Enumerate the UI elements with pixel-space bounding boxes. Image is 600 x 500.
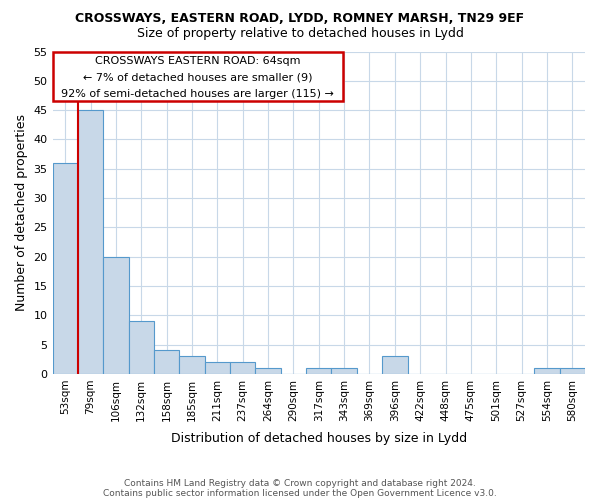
Bar	[331, 368, 357, 374]
FancyBboxPatch shape	[53, 52, 343, 102]
Text: CROSSWAYS EASTERN ROAD: 64sqm: CROSSWAYS EASTERN ROAD: 64sqm	[95, 56, 301, 66]
Bar	[205, 362, 230, 374]
Bar	[230, 362, 256, 374]
X-axis label: Distribution of detached houses by size in Lydd: Distribution of detached houses by size …	[171, 432, 467, 445]
Bar	[154, 350, 179, 374]
Text: Contains public sector information licensed under the Open Government Licence v3: Contains public sector information licen…	[103, 488, 497, 498]
Bar	[382, 356, 407, 374]
Y-axis label: Number of detached properties: Number of detached properties	[15, 114, 28, 311]
Text: 92% of semi-detached houses are larger (115) →: 92% of semi-detached houses are larger (…	[61, 88, 334, 99]
Text: ← 7% of detached houses are smaller (9): ← 7% of detached houses are smaller (9)	[83, 72, 313, 83]
Text: Contains HM Land Registry data © Crown copyright and database right 2024.: Contains HM Land Registry data © Crown c…	[124, 478, 476, 488]
Bar	[256, 368, 281, 374]
Bar	[534, 368, 560, 374]
Bar	[128, 321, 154, 374]
Bar	[53, 163, 78, 374]
Bar	[103, 256, 128, 374]
Bar	[78, 110, 103, 374]
Bar	[306, 368, 331, 374]
Text: Size of property relative to detached houses in Lydd: Size of property relative to detached ho…	[137, 28, 463, 40]
Text: CROSSWAYS, EASTERN ROAD, LYDD, ROMNEY MARSH, TN29 9EF: CROSSWAYS, EASTERN ROAD, LYDD, ROMNEY MA…	[76, 12, 524, 26]
Bar	[179, 356, 205, 374]
Bar	[560, 368, 585, 374]
